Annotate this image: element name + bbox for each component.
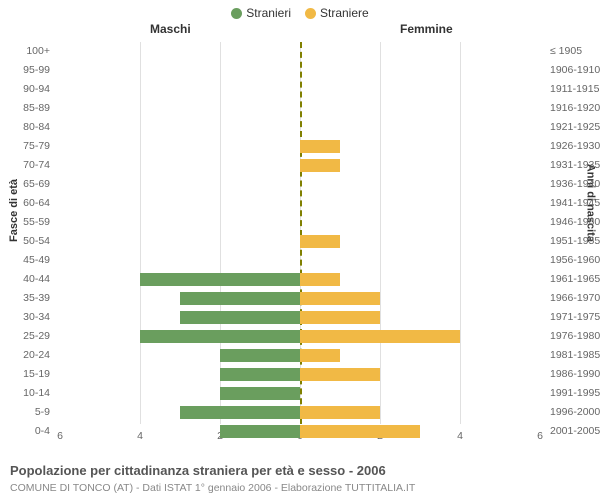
y-tick-birth: 1981-1985	[550, 346, 600, 365]
y-tick-birth: 1906-1910	[550, 61, 600, 80]
x-tick-label: 4	[137, 430, 143, 442]
y-tick-age: 25-29	[2, 327, 50, 346]
chart-source: COMUNE DI TONCO (AT) - Dati ISTAT 1° gen…	[10, 482, 415, 494]
bar-female	[300, 330, 460, 343]
bar-male	[220, 368, 300, 381]
circle-icon	[231, 8, 242, 19]
bar-female	[300, 406, 380, 419]
panel-titles: Maschi Femmine	[0, 20, 600, 38]
bar-male	[140, 330, 300, 343]
y-tick-birth: 1951-1955	[550, 232, 600, 251]
y-tick-age: 20-24	[2, 346, 50, 365]
bar-male	[220, 387, 300, 400]
y-tick-age: 30-34	[2, 308, 50, 327]
x-tick-label: 6	[57, 430, 63, 442]
y-tick-age: 10-14	[2, 384, 50, 403]
legend-item-male: Stranieri	[231, 6, 291, 20]
bar-male	[220, 349, 300, 362]
bar-female	[300, 311, 380, 324]
bar-female	[300, 349, 340, 362]
y-tick-age: 35-39	[2, 289, 50, 308]
circle-icon	[305, 8, 316, 19]
y-tick-birth: 1916-1920	[550, 99, 600, 118]
y-tick-age: 65-69	[2, 175, 50, 194]
bar-male	[220, 425, 300, 438]
y-tick-birth: 1991-1995	[550, 384, 600, 403]
plot-area: Fasce di età Anni di nascita 6420246100+…	[60, 42, 540, 442]
bar-male	[180, 292, 300, 305]
gridline	[380, 42, 381, 424]
y-tick-age: 100+	[2, 42, 50, 61]
y-tick-age: 75-79	[2, 137, 50, 156]
y-tick-birth: 1926-1930	[550, 137, 600, 156]
legend-label: Stranieri	[246, 6, 291, 20]
y-tick-age: 0-4	[2, 422, 50, 441]
bar-male	[180, 406, 300, 419]
bar-male	[180, 311, 300, 324]
chart-container: Stranieri Straniere Maschi Femmine Fasce…	[0, 0, 600, 500]
y-tick-age: 70-74	[2, 156, 50, 175]
x-tick-label: 6	[537, 430, 543, 442]
y-tick-age: 40-44	[2, 270, 50, 289]
y-tick-birth: 1911-1915	[550, 80, 600, 99]
legend-label: Straniere	[320, 6, 369, 20]
bar-female	[300, 292, 380, 305]
legend: Stranieri Straniere	[0, 0, 600, 20]
bar-female	[300, 425, 420, 438]
bar-female	[300, 273, 340, 286]
y-tick-age: 80-84	[2, 118, 50, 137]
y-tick-age: 90-94	[2, 80, 50, 99]
x-tick-label: 4	[457, 430, 463, 442]
y-tick-birth: 1941-1945	[550, 194, 600, 213]
y-tick-birth: 1971-1975	[550, 308, 600, 327]
bar-female	[300, 235, 340, 248]
y-tick-birth: 1936-1940	[550, 175, 600, 194]
y-tick-age: 45-49	[2, 251, 50, 270]
y-tick-birth: 1946-1950	[550, 213, 600, 232]
gridline	[220, 42, 221, 424]
y-tick-birth: 1996-2000	[550, 403, 600, 422]
bar-male	[140, 273, 300, 286]
y-tick-birth: 1966-1970	[550, 289, 600, 308]
legend-item-female: Straniere	[305, 6, 369, 20]
bar-female	[300, 368, 380, 381]
y-tick-age: 5-9	[2, 403, 50, 422]
y-tick-birth: 1956-1960	[550, 251, 600, 270]
chart-title: Popolazione per cittadinanza straniera p…	[10, 463, 386, 478]
panel-title-male: Maschi	[150, 22, 191, 36]
gridline	[140, 42, 141, 424]
y-tick-birth: 1961-1965	[550, 270, 600, 289]
y-tick-age: 60-64	[2, 194, 50, 213]
center-axis-line	[300, 42, 302, 424]
y-tick-birth: 2001-2005	[550, 422, 600, 441]
y-tick-age: 95-99	[2, 61, 50, 80]
y-tick-age: 15-19	[2, 365, 50, 384]
y-tick-birth: 1921-1925	[550, 118, 600, 137]
y-tick-birth: 1986-1990	[550, 365, 600, 384]
gridline	[460, 42, 461, 424]
y-tick-birth: 1976-1980	[550, 327, 600, 346]
bar-female	[300, 140, 340, 153]
panel-title-female: Femmine	[400, 22, 453, 36]
y-tick-age: 50-54	[2, 232, 50, 251]
y-tick-age: 55-59	[2, 213, 50, 232]
y-tick-birth: ≤ 1905	[550, 42, 600, 61]
y-tick-age: 85-89	[2, 99, 50, 118]
bar-female	[300, 159, 340, 172]
y-tick-birth: 1931-1935	[550, 156, 600, 175]
